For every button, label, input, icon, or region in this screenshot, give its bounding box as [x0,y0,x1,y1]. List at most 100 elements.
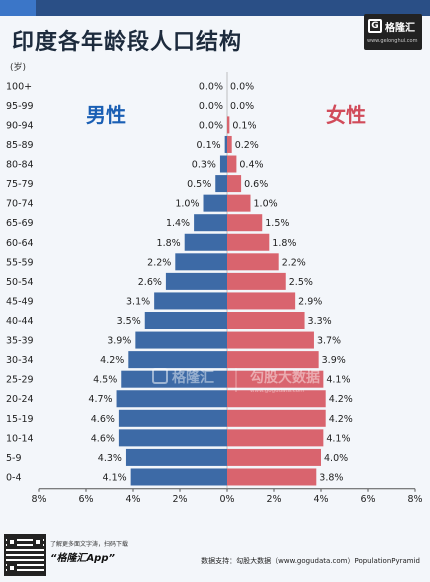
male-data-label: 3.1% [126,296,150,307]
age-tick-label: 55-59 [6,257,34,268]
male-data-label: 0.0% [199,120,223,131]
age-tick-label: 10-14 [6,433,34,444]
age-tick-label: 100+ [6,81,32,92]
male-data-label: 1.4% [166,218,190,229]
female-data-label: 1.0% [254,199,278,210]
female-data-label: 3.8% [319,472,343,483]
bar-female-55-59 [227,253,279,271]
female-data-label: 0.6% [244,179,268,190]
bar-female-0-4 [227,468,317,486]
footer-tip: 了解更多面文字涛，扫码下载 [50,541,129,548]
logo-mark: G [368,19,382,33]
bar-female-35-39 [227,331,314,349]
male-data-label: 1.0% [175,199,199,210]
female-data-label: 2.9% [298,296,322,307]
age-tick-label: 95-99 [6,101,34,112]
bar-male-60-64 [184,233,227,251]
bar-male-40-44 [144,312,227,329]
bar-male-25-29 [121,370,227,388]
female-data-label: 0.0% [230,101,254,112]
age-tick-label: 90-94 [6,120,34,131]
age-tick-label: 40-44 [6,316,34,327]
bar-male-0-4 [130,468,227,486]
footer-app-name: “格隆汇App” [50,553,115,564]
age-tick-label: 80-84 [6,160,34,171]
female-data-label: 0.0% [230,81,254,92]
bar-male-5-9 [125,448,227,466]
bar-female-85-89 [227,135,232,153]
male-data-label: 4.6% [91,433,115,444]
bar-male-45-49 [154,292,227,310]
logo-name: 格隆汇 [385,23,415,34]
male-data-label: 0.5% [187,179,211,190]
age-tick-label: 0-4 [6,472,22,483]
x-tick-label: 4% [313,494,328,505]
male-data-label: 3.5% [117,316,141,327]
bar-female-75-79 [227,175,242,193]
female-data-label: 4.2% [329,414,353,425]
male-data-label: 4.3% [98,453,122,464]
data-source: 数据支持：勾股大数据（www.gogudata.com）PopulationPy… [201,557,420,565]
female-data-label: 3.7% [317,336,341,347]
bar-male-75-79 [215,175,227,193]
x-tick-label: 2% [172,494,187,505]
gelonghui-logo: G 格隆汇 www.gelonghui.com [364,14,422,50]
bar-female-65-69 [227,214,263,232]
x-tick-label: 2% [266,494,281,505]
male-data-label: 0.1% [197,140,221,151]
age-tick-label: 25-29 [6,375,34,386]
bar-male-20-24 [116,390,227,408]
female-data-label: 3.3% [308,316,332,327]
female-data-label: 4.1% [326,433,350,444]
male-data-label: 4.7% [88,394,112,405]
female-data-label: 0.4% [239,160,263,171]
male-data-label: 0.0% [199,81,223,92]
bar-female-10-14 [227,429,324,447]
legend-male: 男性 [86,103,126,127]
female-data-label: 2.2% [282,257,306,268]
female-data-label: 0.2% [235,140,259,151]
x-tick-label: 0% [219,494,234,505]
x-tick-label: 6% [78,494,93,505]
male-data-label: 2.6% [138,277,162,288]
watermark-logo-icon [152,368,168,384]
bar-female-15-19 [227,409,326,427]
female-data-label: 1.8% [272,238,296,249]
logo-url: www.gelonghui.com [367,38,418,44]
bar-male-85-89 [224,135,227,153]
bar-male-15-19 [118,409,227,427]
bar-female-25-29 [227,370,324,388]
male-data-label: 0.0% [199,101,223,112]
qr-code-icon [4,534,46,576]
watermark-left: 格隆汇 [172,369,214,386]
age-tick-label: 60-64 [6,238,34,249]
male-data-label: 4.6% [91,414,115,425]
male-data-label: 3.9% [107,336,131,347]
watermark-right: 勾股大数据 [250,369,320,386]
female-data-label: 0.1% [232,120,256,131]
age-tick-label: 5-9 [6,453,22,464]
watermark-url: www.gogudata.com [250,388,304,394]
bar-female-50-54 [227,272,286,290]
bar-male-50-54 [165,272,227,290]
female-data-label: 4.0% [324,453,348,464]
female-data-label: 2.5% [289,277,313,288]
age-tick-label: 30-34 [6,355,34,366]
age-tick-label: 15-19 [6,414,34,425]
age-tick-label: 35-39 [6,336,34,347]
bar-male-30-34 [128,351,227,369]
bar-female-90-94 [227,116,230,134]
x-tick-label: 4% [125,494,140,505]
bar-female-70-74 [227,194,251,212]
bar-female-20-24 [227,390,326,408]
age-tick-label: 20-24 [6,394,34,405]
male-data-label: 4.5% [93,375,117,386]
legend-female: 女性 [326,103,366,127]
age-tick-label: 65-69 [6,218,34,229]
male-data-label: 4.2% [100,355,124,366]
top-bar-accent [0,0,36,16]
bar-male-35-39 [135,331,227,349]
age-tick-label: 50-54 [6,277,34,288]
x-tick-label: 8% [31,494,46,505]
female-data-label: 4.2% [329,394,353,405]
